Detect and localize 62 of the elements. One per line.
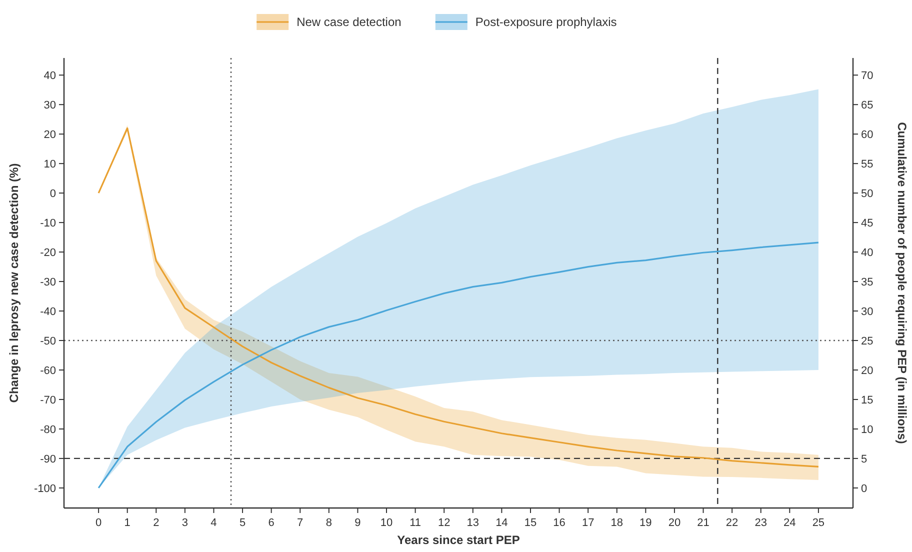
y2-tick-label: 20 bbox=[861, 364, 874, 377]
y2-tick-label: 25 bbox=[861, 336, 874, 348]
x-tick-label: 19 bbox=[640, 517, 652, 529]
y-axis-title: Change in leprosy new case detection (%) bbox=[7, 163, 21, 403]
x-tick-label: 2 bbox=[153, 517, 160, 529]
x-tick-label: 12 bbox=[438, 517, 450, 529]
x-axis-title: Years since start PEP bbox=[397, 533, 520, 547]
y-tick-label: 10 bbox=[44, 158, 56, 171]
y2-tick-label: 55 bbox=[861, 158, 874, 171]
y2-axis-title: Cumulative number of people requiring PEP (in millions) bbox=[895, 122, 909, 444]
y-tick-label: -60 bbox=[40, 364, 56, 377]
x-tick-label: 4 bbox=[210, 517, 217, 529]
y-tick-label: -10 bbox=[40, 218, 56, 230]
y-tick-label: -80 bbox=[40, 424, 56, 436]
y2-tick-label: 35 bbox=[861, 276, 874, 289]
y2-tick-label: 0 bbox=[861, 482, 868, 495]
x-tick-label: 7 bbox=[297, 517, 304, 529]
line-series bbox=[98, 242, 820, 489]
x-tick-label: 16 bbox=[553, 517, 566, 529]
x-tick-label: 21 bbox=[697, 517, 710, 529]
x-tick-label: 25 bbox=[812, 517, 825, 529]
x-tick-label: 24 bbox=[784, 517, 796, 529]
x-tick-label: 14 bbox=[496, 517, 508, 529]
x-tick-label: 22 bbox=[726, 517, 738, 529]
y-tick-label: -40 bbox=[40, 306, 56, 318]
x-tick-label: 9 bbox=[354, 517, 361, 529]
y-tick-label: -50 bbox=[40, 336, 56, 348]
x-tick-label: 3 bbox=[182, 517, 188, 529]
y-tick-label: -70 bbox=[40, 394, 56, 406]
y-tick-label: 40 bbox=[44, 70, 56, 82]
x-tick-label: 5 bbox=[239, 517, 246, 529]
legend-label: Post-exposure prophylaxis bbox=[475, 15, 617, 29]
legend-label: New case detection bbox=[296, 15, 402, 29]
x-tick-label: 18 bbox=[610, 517, 623, 529]
y2-tick-label: 30 bbox=[861, 306, 874, 318]
x-tick-label: 0 bbox=[95, 517, 102, 529]
y2-tick-label: 50 bbox=[861, 188, 874, 200]
x-tick-label: 1 bbox=[124, 517, 130, 529]
y2-tick-label: 45 bbox=[861, 218, 874, 230]
y-tick-label: 20 bbox=[44, 129, 56, 142]
y2-tick-label: 10 bbox=[861, 424, 874, 436]
x-tick-label: 15 bbox=[524, 517, 537, 529]
y2-tick-label: 5 bbox=[861, 453, 868, 466]
x-tick-label: 10 bbox=[380, 517, 393, 529]
y-tick-label: -20 bbox=[40, 247, 56, 260]
y-tick-label: -100 bbox=[34, 482, 56, 495]
y-tick-label: -30 bbox=[40, 276, 56, 289]
x-tick-label: 11 bbox=[410, 517, 422, 529]
x-tick-label: 23 bbox=[754, 517, 767, 529]
y2-tick-label: 60 bbox=[861, 129, 874, 142]
x-tick-label: 17 bbox=[582, 517, 594, 529]
y2-tick-label: 65 bbox=[861, 100, 874, 112]
y-tick-label: -90 bbox=[40, 453, 56, 466]
y2-tick-label: 70 bbox=[861, 70, 874, 82]
x-tick-label: 6 bbox=[268, 517, 274, 529]
y-tick-label: 0 bbox=[50, 188, 56, 200]
x-tick-label: 20 bbox=[668, 517, 681, 529]
y-tick-label: 30 bbox=[44, 100, 56, 112]
y2-tick-label: 15 bbox=[861, 394, 874, 406]
y2-tick-label: 40 bbox=[861, 247, 874, 260]
x-tick-label: 13 bbox=[466, 517, 480, 529]
x-tick-label: 8 bbox=[326, 517, 332, 529]
